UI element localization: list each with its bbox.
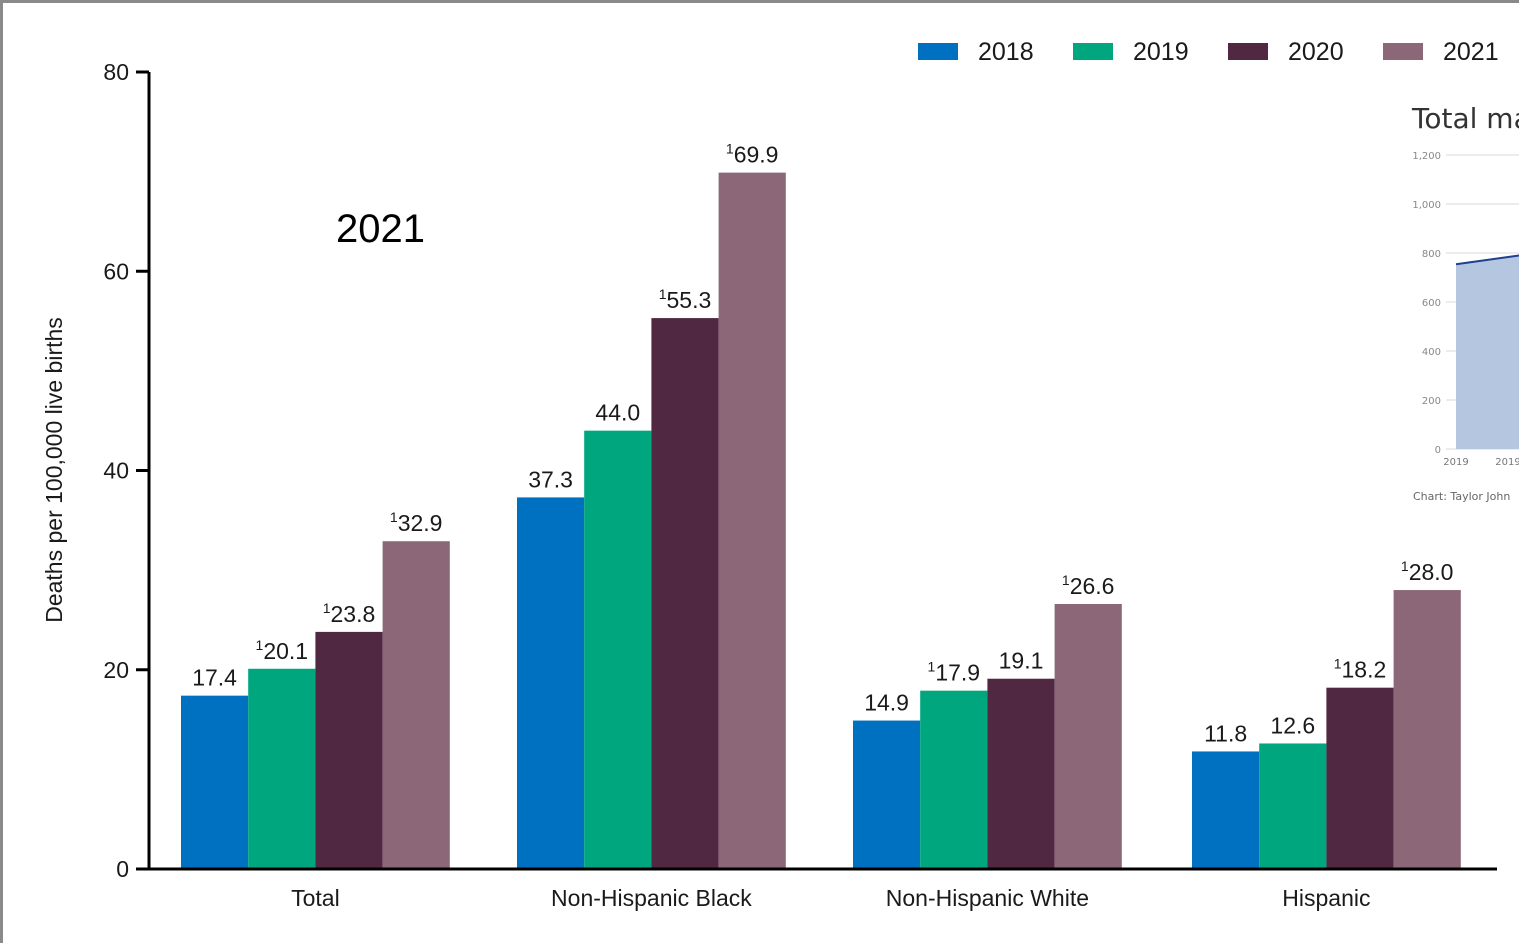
inset-title: Total ma xyxy=(1411,102,1519,135)
year-annotation: 2021 xyxy=(336,207,425,251)
inset-y-tick-label: 400 xyxy=(1422,347,1441,358)
bar xyxy=(1259,743,1327,869)
data-label: 17.4 xyxy=(192,665,237,691)
inset-y-tick-label: 200 xyxy=(1422,396,1441,407)
category-labels: Total Non-Hispanic Black Non-Hispanic Whit… xyxy=(291,885,1370,911)
data-label-superscript: 1 xyxy=(928,659,936,675)
bar xyxy=(584,430,652,869)
y-tick-label: 40 xyxy=(103,458,129,484)
bar xyxy=(651,318,719,870)
legend-label: 2018 xyxy=(978,38,1034,66)
inset-y-tick-label: 800 xyxy=(1422,249,1441,260)
data-label: 117.9 xyxy=(928,659,981,686)
data-labels: 17.4120.1123.8132.937.344.0155.3169.914.… xyxy=(192,141,1453,747)
inset-x-tick-label: 2019 xyxy=(1495,457,1519,468)
bar xyxy=(987,678,1055,869)
legend-swatch xyxy=(1073,43,1113,60)
inset-y-tick-label: 600 xyxy=(1422,298,1441,309)
inset-y-tick-label: 1,000 xyxy=(1412,200,1441,211)
data-label: 44.0 xyxy=(595,400,640,426)
legend-label: 2019 xyxy=(1133,38,1189,66)
data-label: 12.6 xyxy=(1270,712,1315,738)
data-label: 123.8 xyxy=(323,600,376,627)
data-label: 128.0 xyxy=(1401,558,1454,585)
data-label: 169.9 xyxy=(726,141,779,168)
bar xyxy=(1192,751,1260,869)
data-label: 126.6 xyxy=(1062,572,1115,599)
data-label-value: 17.9 xyxy=(935,660,980,686)
inset-line xyxy=(1455,254,1519,266)
legend-label: 2021 xyxy=(1443,38,1499,66)
data-label-superscript: 1 xyxy=(256,637,264,653)
bar xyxy=(853,720,921,869)
data-label-value: 20.1 xyxy=(263,638,308,664)
data-label-value: 18.2 xyxy=(1342,657,1387,683)
legend: 2018 2019 2020 2021 xyxy=(918,38,1499,66)
y-axis-label: Deaths per 100,000 live births xyxy=(41,317,67,623)
data-label-superscript: 1 xyxy=(726,141,734,157)
legend-swatch xyxy=(1383,43,1423,60)
data-label-superscript: 1 xyxy=(1401,558,1409,574)
data-label-value: 26.6 xyxy=(1070,573,1115,599)
data-label: 118.2 xyxy=(1334,656,1387,683)
category-label: Hispanic xyxy=(1282,885,1370,911)
data-label-value: 69.9 xyxy=(734,142,779,168)
y-axis-ticks: 0 20 40 60 80 xyxy=(103,59,149,882)
bar xyxy=(1326,687,1394,869)
bar xyxy=(1054,603,1122,869)
bar xyxy=(181,695,249,869)
inset-x-tick-label: 2019 xyxy=(1443,457,1468,468)
y-tick-label: 0 xyxy=(116,856,129,882)
inset-y-tick-label: 1,200 xyxy=(1412,151,1441,162)
category-label: Non-Hispanic White xyxy=(886,885,1089,911)
y-tick-label: 80 xyxy=(103,59,129,85)
category-label: Non-Hispanic Black xyxy=(551,885,752,911)
bars xyxy=(181,172,1461,870)
bar xyxy=(920,690,988,869)
data-label: 37.3 xyxy=(528,466,573,492)
data-label: 132.9 xyxy=(390,509,443,536)
data-label: 155.3 xyxy=(659,286,712,313)
data-label: 11.8 xyxy=(1204,720,1247,746)
bar xyxy=(248,668,316,869)
inset-area-fill xyxy=(1456,255,1519,449)
bar xyxy=(517,497,585,869)
data-label-superscript: 1 xyxy=(659,286,667,302)
bar xyxy=(315,631,383,869)
data-label: 14.9 xyxy=(864,690,909,716)
legend-swatch xyxy=(1228,43,1268,60)
bar xyxy=(1393,590,1461,869)
y-tick-label: 20 xyxy=(103,657,129,683)
data-label: 120.1 xyxy=(256,637,309,664)
data-label-value: 23.8 xyxy=(331,601,376,627)
bar xyxy=(718,172,786,870)
bar xyxy=(382,541,450,869)
y-tick-label: 60 xyxy=(103,258,129,284)
legend-label: 2020 xyxy=(1288,38,1344,66)
category-label: Total xyxy=(291,885,340,911)
data-label-value: 28.0 xyxy=(1409,559,1454,585)
data-label-superscript: 1 xyxy=(1334,656,1342,672)
inset-y-tick-label: 0 xyxy=(1435,445,1441,456)
legend-swatch xyxy=(918,43,958,60)
data-label: 19.1 xyxy=(999,648,1044,674)
inset-x-ticks: 2019 2019 xyxy=(1443,457,1519,468)
data-label-superscript: 1 xyxy=(1062,572,1070,588)
data-label-superscript: 1 xyxy=(323,600,331,616)
data-label-value: 55.3 xyxy=(667,287,712,313)
inset-credit: Chart: Taylor John xyxy=(1413,490,1510,503)
data-label-superscript: 1 xyxy=(390,509,398,525)
data-label-value: 32.9 xyxy=(398,510,443,536)
